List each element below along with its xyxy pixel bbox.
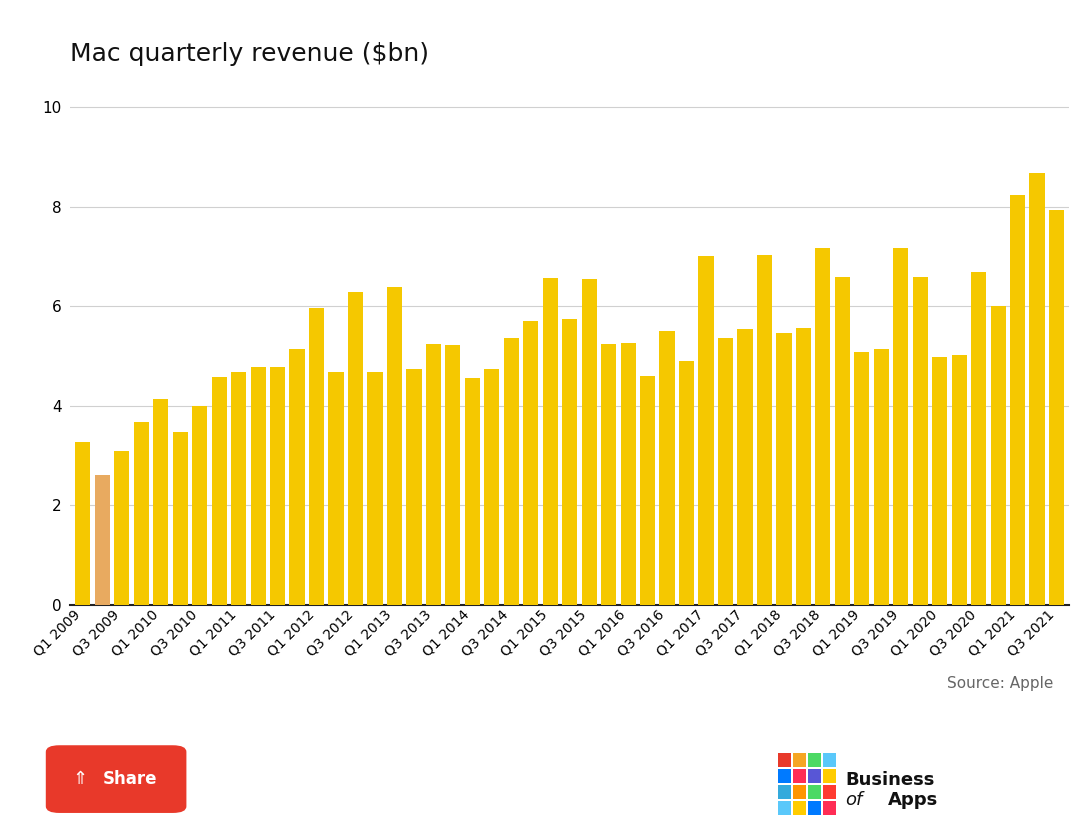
Bar [114, 451, 130, 605]
Text: Source: Apple: Source: Apple [947, 676, 1053, 691]
Bar [660, 330, 675, 605]
Bar [971, 272, 986, 605]
Bar [328, 372, 343, 605]
Bar [738, 328, 753, 605]
Bar [367, 372, 382, 605]
FancyBboxPatch shape [45, 745, 187, 813]
Bar [913, 277, 928, 605]
Bar [808, 785, 821, 799]
Bar [777, 333, 792, 605]
Bar [562, 319, 578, 605]
Bar [808, 753, 821, 767]
Bar [445, 345, 460, 605]
Bar [1010, 195, 1025, 605]
Bar [893, 248, 908, 605]
Bar [808, 769, 821, 783]
Bar [231, 372, 246, 605]
Bar [823, 785, 836, 799]
Bar [503, 338, 518, 605]
Bar [823, 801, 836, 815]
Bar [793, 769, 806, 783]
Bar [153, 399, 168, 605]
Text: Mac quarterly revenue ($bn): Mac quarterly revenue ($bn) [70, 42, 429, 66]
Bar [823, 769, 836, 783]
Bar [289, 349, 305, 605]
Bar [815, 248, 831, 605]
Bar [523, 321, 538, 605]
Bar [581, 279, 597, 605]
Bar [823, 753, 836, 767]
Bar [640, 376, 656, 605]
Bar [793, 753, 806, 767]
Bar [1029, 173, 1044, 605]
Bar [835, 277, 850, 605]
Bar [95, 475, 110, 605]
Bar [793, 801, 806, 815]
Bar [270, 367, 285, 605]
Bar [1049, 210, 1064, 605]
Bar [602, 344, 617, 605]
Bar [796, 328, 811, 605]
Bar [387, 287, 402, 605]
Bar [212, 377, 227, 605]
Text: Apps: Apps [888, 790, 939, 809]
Text: Business: Business [846, 770, 935, 789]
Bar [778, 769, 791, 783]
Bar [251, 367, 266, 605]
Bar [406, 370, 421, 605]
Bar [874, 349, 889, 605]
Bar [793, 785, 806, 799]
Bar [718, 338, 733, 605]
Bar [808, 801, 821, 815]
Bar [990, 306, 1005, 605]
Bar [309, 308, 324, 605]
Bar [621, 343, 636, 605]
Text: ⇑: ⇑ [72, 770, 87, 788]
Bar [542, 278, 558, 605]
Bar [932, 357, 947, 605]
Bar [778, 753, 791, 767]
Text: Share: Share [103, 770, 157, 788]
Bar [348, 292, 363, 605]
Bar [464, 378, 480, 605]
Bar [757, 255, 772, 605]
Bar [192, 406, 207, 605]
Bar [778, 785, 791, 799]
Bar [484, 370, 499, 605]
Bar [854, 353, 869, 605]
Bar [679, 361, 694, 605]
Bar [76, 442, 91, 605]
Bar [778, 801, 791, 815]
Bar [426, 344, 441, 605]
Bar [699, 256, 714, 605]
Bar [134, 422, 149, 605]
Bar [951, 355, 967, 605]
Bar [173, 432, 188, 605]
Text: of: of [846, 790, 863, 809]
